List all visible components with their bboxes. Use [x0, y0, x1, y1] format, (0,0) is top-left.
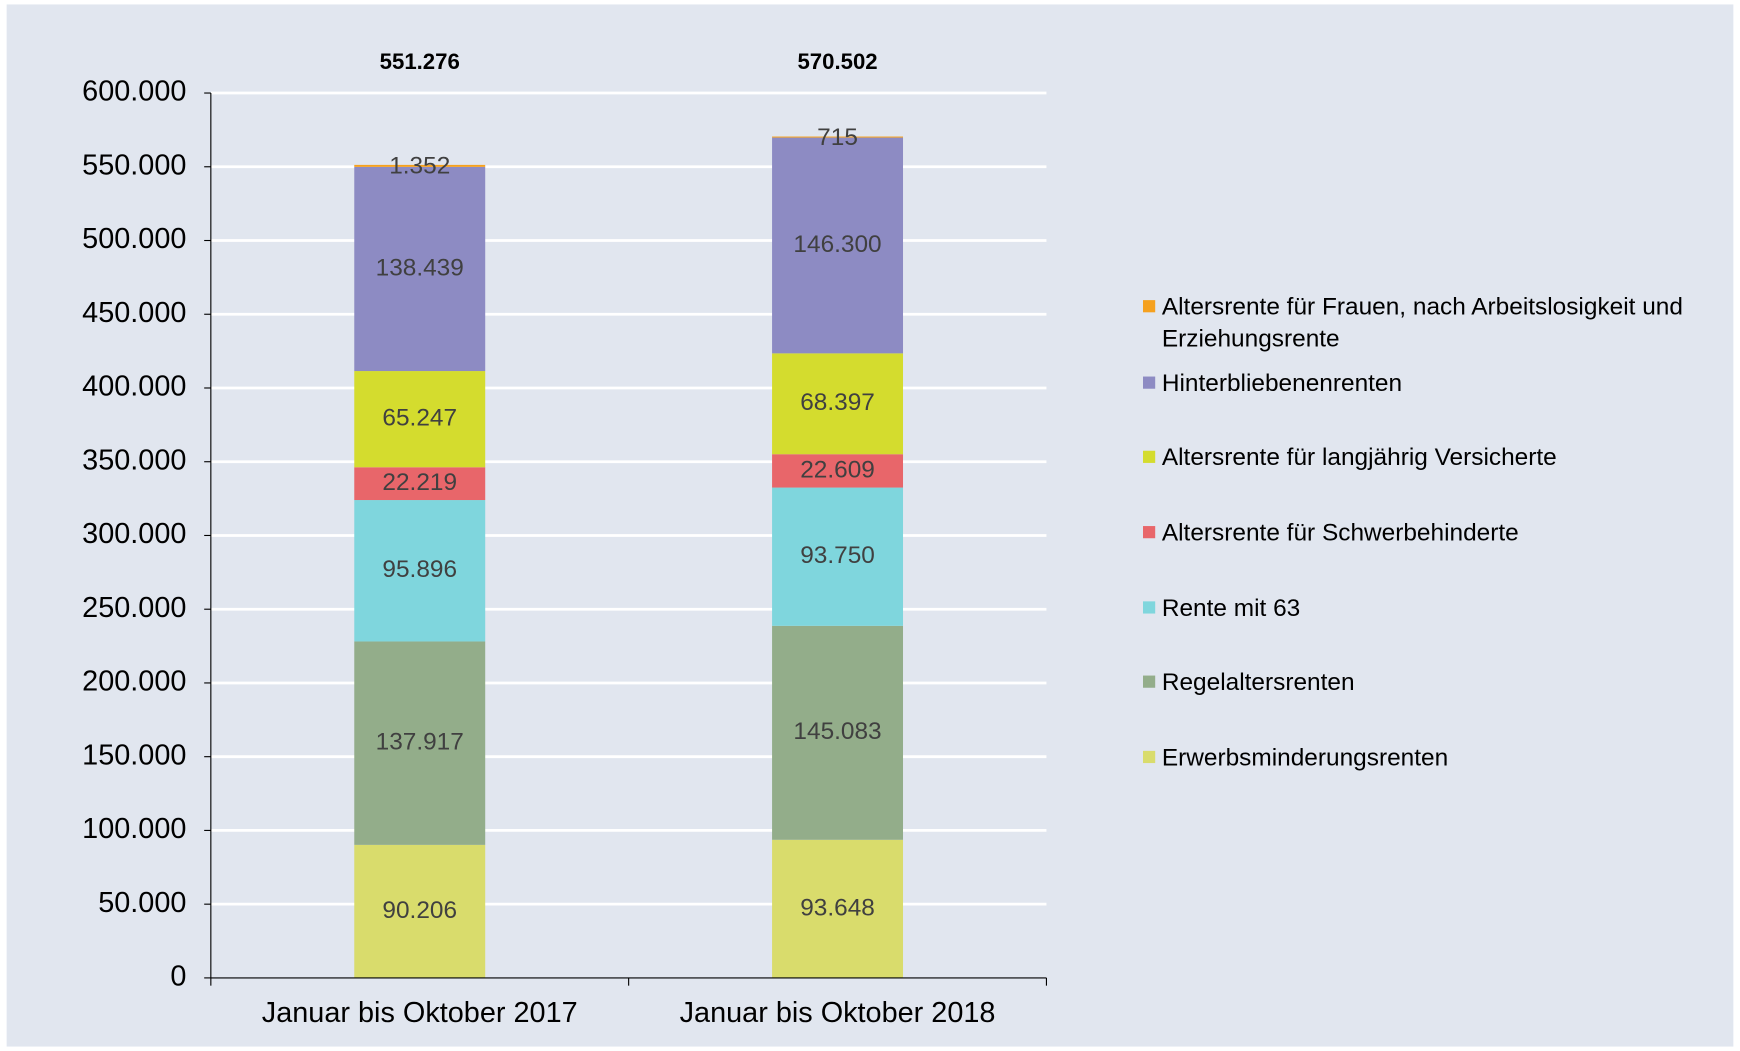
legend-label: Regelaltersrenten — [1161, 667, 1355, 696]
bar-segment — [772, 487, 904, 626]
data-label: 137.917 — [376, 729, 464, 756]
bar-segment — [772, 137, 904, 354]
data-label: 1.352 — [389, 153, 450, 180]
legend-label: Altersrente für langjährig Versicherte — [1161, 442, 1557, 471]
data-label: 93.648 — [800, 894, 875, 921]
y-tick-label: 600.000 — [82, 76, 186, 108]
legend-swatch — [1142, 376, 1156, 389]
bar-segment — [772, 625, 904, 840]
legend-item: Rente mit 63 — [1142, 591, 1698, 623]
total-label: 551.276 — [380, 49, 460, 74]
bar-segment — [772, 454, 904, 488]
legend-swatch — [1142, 601, 1156, 614]
bar-segment — [354, 467, 486, 501]
data-label: 68.397 — [800, 389, 875, 416]
y-tick-label: 50.000 — [98, 887, 186, 919]
legend-swatch — [1142, 300, 1156, 313]
legend-swatch — [1142, 526, 1156, 539]
legend-label: Rente mit 63 — [1161, 593, 1301, 622]
x-tick-label: Januar bis Oktober 2017 — [262, 997, 578, 1029]
data-label: 138.439 — [376, 254, 464, 281]
bar-segment — [354, 164, 486, 167]
y-tick-label: 500.000 — [82, 223, 186, 255]
legend-swatch — [1142, 450, 1156, 463]
legend-item: Altersrente für Schwerbehinderte — [1142, 516, 1698, 548]
y-tick-label: 400.000 — [82, 371, 186, 403]
bar-segment — [772, 353, 904, 455]
bar-segment — [354, 844, 486, 978]
legend-swatch — [1142, 750, 1156, 764]
bar-segment — [354, 371, 486, 468]
bar-segment — [354, 641, 486, 845]
bar-segment — [354, 500, 486, 642]
y-tick-label: 450.000 — [82, 297, 186, 329]
legend-list: Altersrente für Frauen, nach Arbeitslosi… — [1142, 290, 1720, 788]
data-label: 93.750 — [800, 542, 875, 569]
legend-swatch — [1142, 675, 1156, 688]
legend-label: Altersrente für Schwerbehinderte — [1161, 518, 1519, 546]
y-tick-label: 0 — [170, 961, 186, 993]
y-tick-label: 550.000 — [82, 149, 186, 181]
data-label: 22.609 — [800, 456, 875, 483]
y-tick-label: 350.000 — [82, 444, 186, 476]
data-label: 90.206 — [382, 897, 457, 924]
data-label: 715 — [817, 124, 858, 151]
x-tick-label: Januar bis Oktober 2018 — [680, 997, 996, 1029]
bar-segment — [772, 136, 904, 138]
y-tick-label: 300.000 — [82, 518, 186, 550]
legend-item: Hinterbliebenenrenten — [1142, 367, 1698, 399]
total-label: 570.502 — [797, 49, 877, 74]
legend-item: Altersrente für langjährig Versicherte — [1142, 441, 1698, 473]
bar-segment — [354, 166, 486, 372]
legend-item: Altersrente für Frauen, nach Arbeitslosi… — [1142, 290, 1698, 354]
legend-item: Erwerbsminderungsrenten — [1142, 741, 1698, 773]
legend-label: Erwerbsminderungsrenten — [1161, 743, 1449, 771]
legend: Altersrente für Frauen, nach Arbeitslosi… — [1142, 290, 1720, 788]
legend-label: Hinterbliebenenrenten — [1161, 368, 1403, 397]
data-label: 146.300 — [793, 231, 881, 258]
y-tick-label: 100.000 — [82, 813, 186, 845]
data-label: 145.083 — [793, 718, 881, 745]
data-label: 95.896 — [382, 556, 457, 583]
y-tick-label: 150.000 — [82, 739, 186, 771]
y-tick-label: 200.000 — [82, 666, 186, 698]
data-label: 65.247 — [382, 405, 457, 432]
legend-item: Regelaltersrenten — [1142, 666, 1698, 698]
data-label: 22.219 — [382, 469, 457, 496]
bar-segment — [772, 839, 904, 978]
y-tick-label: 250.000 — [82, 592, 186, 624]
legend-label: Altersrente für Frauen, nach Arbeitslosi… — [1161, 292, 1683, 353]
